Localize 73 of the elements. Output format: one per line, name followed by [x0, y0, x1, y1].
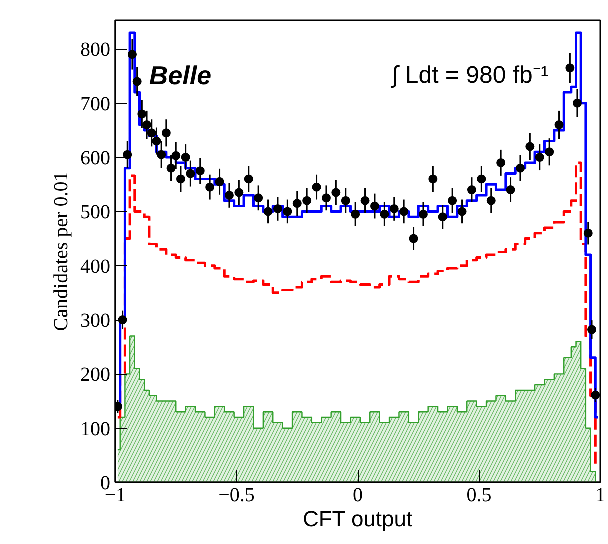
- point: [273, 204, 282, 214]
- x-axis-title: CFT output: [302, 506, 413, 532]
- point: [132, 77, 142, 86]
- point: [186, 169, 196, 178]
- point: [526, 142, 535, 152]
- x-tick-label: −0.5: [218, 484, 255, 506]
- point: [147, 128, 156, 138]
- y-tick-label: 700: [80, 93, 110, 116]
- point: [496, 158, 506, 168]
- point: [458, 207, 467, 216]
- point: [128, 50, 137, 60]
- point: [572, 98, 582, 108]
- point: [370, 202, 380, 211]
- point: [409, 234, 418, 244]
- point: [332, 188, 341, 198]
- point: [448, 196, 458, 206]
- point: [138, 110, 147, 119]
- point: [400, 207, 409, 216]
- point: [302, 196, 312, 206]
- point: [516, 164, 525, 173]
- point: [196, 166, 205, 176]
- point: [224, 190, 234, 200]
- point: [380, 210, 390, 219]
- x-tick-label: 0: [353, 484, 363, 506]
- annotation: ∫ Ldt = 980 fb⁻¹: [390, 62, 549, 89]
- point: [283, 207, 292, 216]
- y-tick-label: 200: [80, 364, 110, 386]
- point: [545, 148, 554, 157]
- point: [566, 64, 575, 73]
- x-tick-label: 0.5: [466, 484, 492, 506]
- y-tick-label: 500: [80, 202, 110, 224]
- y-tick-label: 600: [80, 148, 110, 170]
- y-tick-label: 400: [80, 256, 110, 278]
- point: [588, 325, 597, 334]
- x-tick-label: 1: [596, 484, 606, 506]
- point: [486, 196, 496, 206]
- point: [123, 150, 132, 160]
- point: [467, 186, 476, 195]
- point: [477, 174, 486, 184]
- point: [390, 204, 399, 214]
- y-tick-label: 300: [80, 310, 110, 332]
- point: [341, 196, 350, 206]
- point: [428, 174, 438, 184]
- point: [176, 174, 186, 184]
- point: [438, 212, 448, 222]
- point: [591, 390, 600, 400]
- point: [264, 207, 273, 216]
- point: [584, 228, 593, 238]
- point: [206, 182, 215, 192]
- point: [506, 186, 516, 195]
- point: [215, 177, 224, 186]
- point: [554, 120, 564, 130]
- point: [360, 196, 370, 206]
- point: [234, 188, 244, 198]
- point: [162, 128, 171, 138]
- point: [157, 150, 166, 160]
- point: [312, 182, 322, 192]
- point: [418, 210, 428, 219]
- annotation: Belle: [149, 60, 212, 90]
- point: [292, 199, 302, 208]
- y-axis-title: Candidates per 0.01: [50, 172, 72, 332]
- point: [152, 136, 162, 146]
- y-tick-label: 100: [80, 418, 110, 440]
- point: [181, 153, 190, 162]
- point: [172, 151, 181, 160]
- point: [142, 120, 152, 130]
- point: [244, 174, 254, 184]
- point: [351, 210, 360, 219]
- point: [535, 153, 544, 162]
- point: [254, 194, 264, 203]
- point: [166, 164, 176, 173]
- point: [322, 194, 331, 203]
- y-tick-label: 800: [80, 39, 110, 62]
